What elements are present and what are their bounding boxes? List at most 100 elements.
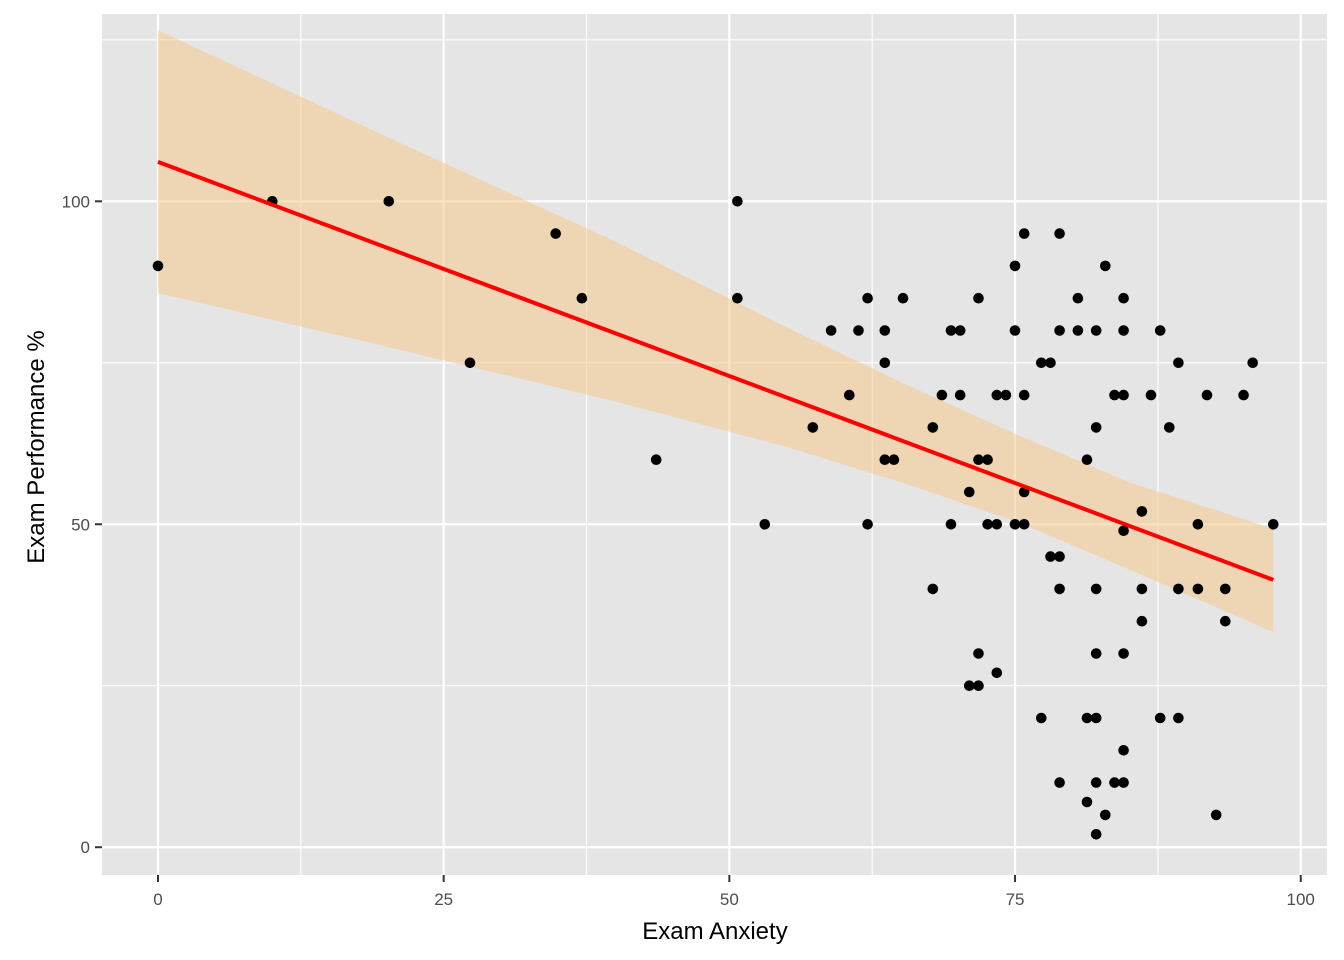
- data-point: [1090, 422, 1102, 433]
- y-tick-label: 0: [81, 838, 90, 857]
- data-point: [964, 486, 975, 498]
- data-point: [732, 292, 743, 304]
- data-point: [1220, 615, 1231, 627]
- data-point: [1000, 389, 1012, 401]
- data-point: [1118, 292, 1129, 304]
- data-point: [1118, 648, 1129, 659]
- data-point: [964, 680, 975, 691]
- data-point: [1081, 796, 1093, 808]
- data-point: [973, 648, 984, 659]
- data-point: [1118, 389, 1129, 401]
- data-point: [1164, 422, 1175, 433]
- data-point: [1009, 519, 1021, 530]
- data-point: [954, 389, 966, 401]
- data-point: [1118, 745, 1129, 756]
- data-point: [1036, 357, 1047, 369]
- data-point: [383, 196, 395, 207]
- data-point: [152, 260, 164, 272]
- data-point: [973, 680, 984, 691]
- data-point: [550, 228, 561, 239]
- data-point: [1118, 777, 1129, 788]
- data-point: [879, 454, 891, 466]
- data-point: [844, 389, 855, 401]
- y-tick-label: 50: [71, 515, 90, 534]
- y-tick-label: 100: [62, 192, 90, 211]
- data-point: [982, 519, 993, 530]
- data-point: [945, 325, 957, 336]
- data-point: [732, 196, 743, 207]
- data-point: [1054, 228, 1065, 239]
- data-point: [1090, 648, 1102, 659]
- data-point: [1045, 551, 1056, 562]
- data-point: [807, 422, 819, 433]
- data-point: [991, 667, 1003, 679]
- x-tick-label: 0: [153, 890, 162, 909]
- data-point: [1220, 583, 1231, 595]
- data-point: [954, 325, 966, 336]
- data-point: [853, 325, 864, 336]
- data-point: [973, 292, 984, 304]
- data-point: [1018, 228, 1030, 239]
- x-tick-label: 100: [1287, 890, 1315, 909]
- data-point: [576, 292, 588, 304]
- data-point: [1268, 519, 1279, 530]
- regression-line: [157, 160, 1274, 582]
- x-tick-label: 25: [434, 890, 453, 909]
- data-point: [927, 583, 939, 595]
- data-point: [936, 389, 948, 401]
- data-point: [759, 519, 771, 530]
- data-point: [1072, 325, 1084, 336]
- data-point: [1192, 519, 1204, 530]
- data-point: [1090, 712, 1102, 724]
- data-point: [1054, 325, 1065, 336]
- data-point: [1118, 525, 1129, 536]
- data-point: [879, 325, 891, 336]
- data-point: [1136, 615, 1148, 627]
- confidence-band: [158, 30, 1274, 633]
- data-point: [1238, 389, 1249, 401]
- data-point: [862, 519, 873, 530]
- data-point: [888, 454, 900, 466]
- data-point: [1090, 583, 1102, 595]
- data-point: [464, 357, 476, 369]
- data-points: [152, 196, 1279, 840]
- data-point: [1118, 325, 1129, 336]
- data-point: [1109, 777, 1120, 788]
- data-point: [1081, 712, 1093, 724]
- data-point: [1145, 389, 1157, 401]
- data-point: [1173, 712, 1184, 724]
- data-point: [1009, 260, 1021, 272]
- data-point: [1018, 389, 1030, 401]
- y-axis-title: Exam Performance %: [23, 330, 50, 563]
- data-point: [1109, 389, 1120, 401]
- x-tick-label: 50: [720, 890, 739, 909]
- data-point: [1054, 551, 1065, 562]
- x-tick-label: 75: [1006, 890, 1025, 909]
- data-point: [1054, 777, 1065, 788]
- x-axis-ticks: 0 25 50 75 100: [153, 875, 1315, 909]
- data-point: [1090, 829, 1102, 840]
- data-point: [1173, 583, 1184, 595]
- data-point: [1136, 506, 1148, 517]
- data-point: [1154, 712, 1166, 724]
- data-point: [973, 454, 984, 466]
- data-point: [897, 292, 909, 304]
- data-point: [927, 422, 939, 433]
- data-point: [1173, 357, 1184, 369]
- data-point: [1036, 712, 1047, 724]
- data-point: [1192, 583, 1204, 595]
- data-point: [825, 325, 837, 336]
- data-point: [1210, 809, 1222, 821]
- data-point: [1054, 583, 1065, 595]
- data-point: [1100, 260, 1111, 272]
- data-point: [991, 519, 1003, 530]
- data-point: [1136, 583, 1148, 595]
- data-point: [991, 389, 1003, 401]
- data-point: [945, 519, 957, 530]
- data-point: [879, 357, 891, 369]
- data-point: [1154, 325, 1166, 336]
- data-point: [1090, 777, 1102, 788]
- data-point: [1081, 454, 1093, 466]
- x-axis-title: Exam Anxiety: [642, 918, 787, 945]
